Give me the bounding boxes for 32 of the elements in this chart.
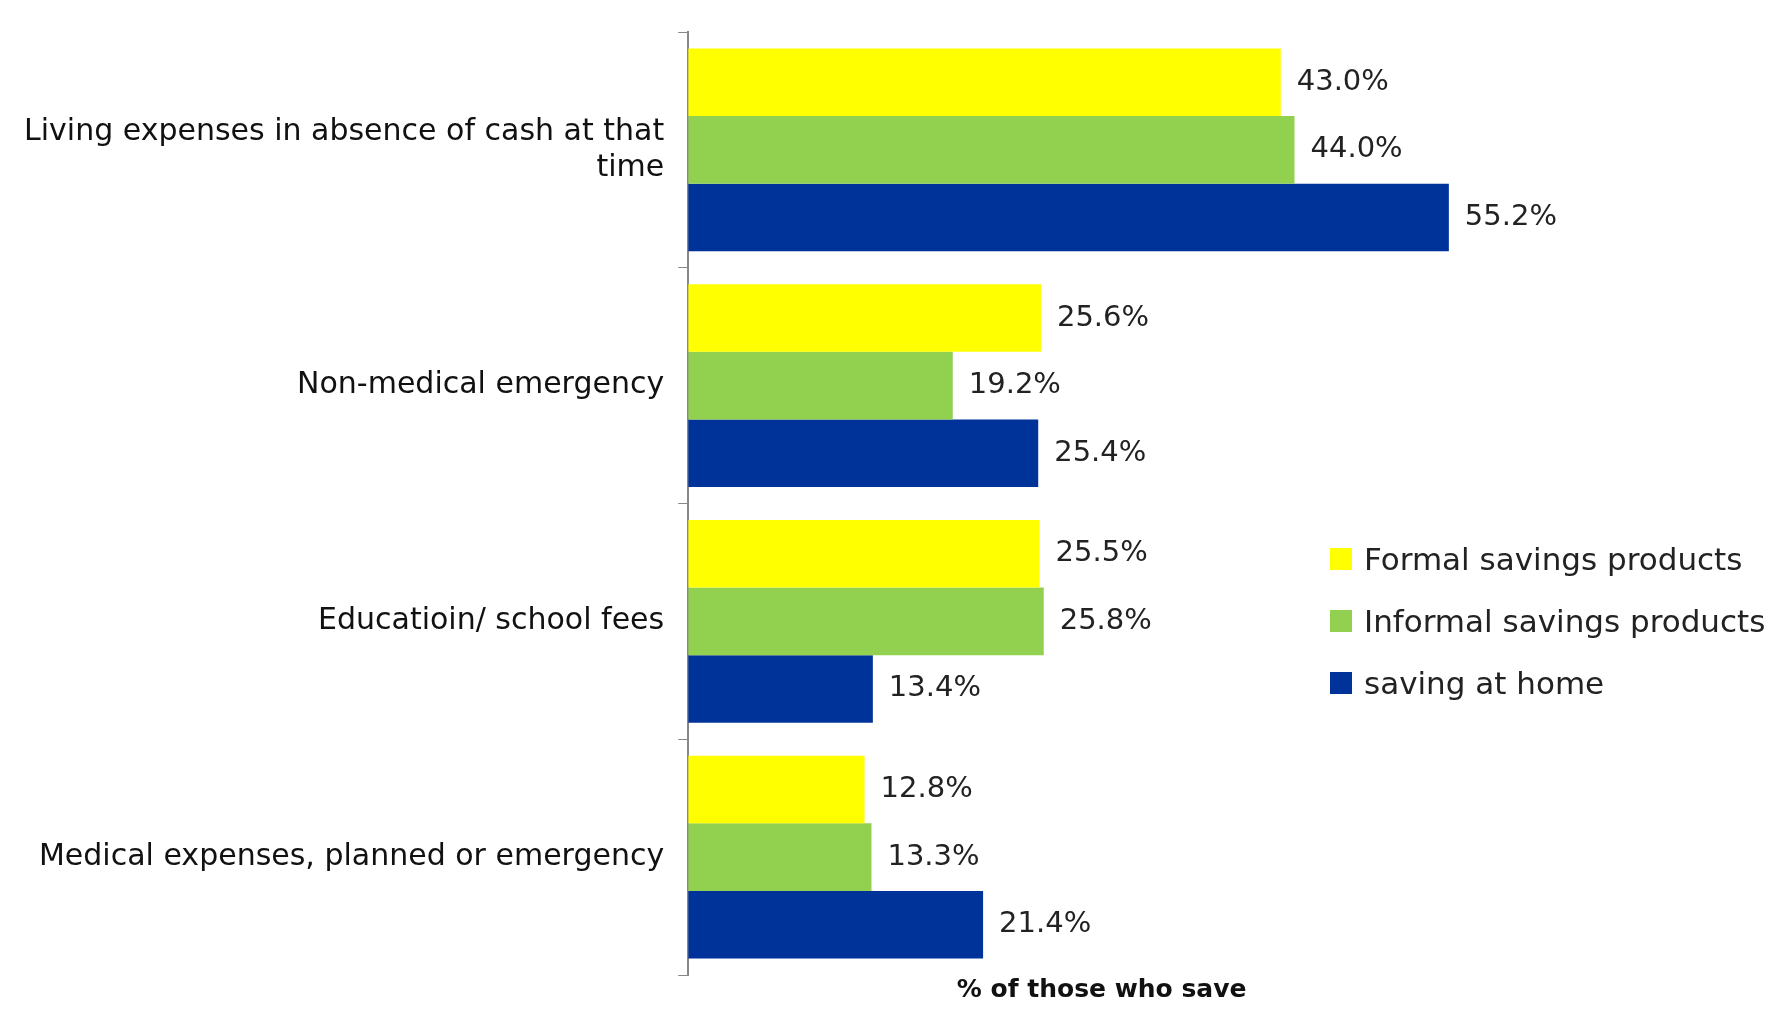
bar (688, 116, 1295, 184)
bar (688, 520, 1040, 588)
data-label: 25.4% (1054, 433, 1147, 468)
bar (688, 284, 1041, 352)
data-label: 44.0% (1310, 130, 1403, 165)
bar (688, 419, 1039, 487)
bar (688, 823, 872, 891)
bar (688, 890, 984, 959)
legend-label: Formal savings products (1364, 541, 1743, 577)
data-label: 21.4% (999, 905, 1092, 940)
data-label: 25.6% (1056, 298, 1150, 333)
data-label: 13.4% (888, 669, 981, 704)
bar (688, 655, 873, 723)
data-label: 12.8% (880, 770, 973, 805)
legend-label: saving at home (1364, 665, 1605, 701)
bar (688, 755, 865, 824)
data-label: 13.3% (887, 837, 980, 872)
data-label: 55.2% (1464, 197, 1557, 232)
bar (688, 48, 1281, 117)
data-label: 43.0% (1296, 62, 1389, 97)
data-label: 25.8% (1059, 601, 1152, 636)
data-label: 19.2% (968, 366, 1061, 401)
y-tick-label: Non-medical emergency (297, 365, 665, 401)
legend-label: Informal savings products (1364, 603, 1766, 639)
bar (688, 183, 1449, 252)
data-label: 25.5% (1055, 534, 1148, 569)
y-tick-label: Medical expenses, planned or emergency (38, 836, 665, 872)
x-axis-title: % of those who save (956, 973, 1247, 1003)
y-tick-label: Educatioin/ school fees (318, 601, 665, 637)
bar (688, 587, 1044, 656)
y-tick-label: Living expenses in absence of cash at that time (23, 111, 665, 183)
bar (688, 351, 953, 420)
